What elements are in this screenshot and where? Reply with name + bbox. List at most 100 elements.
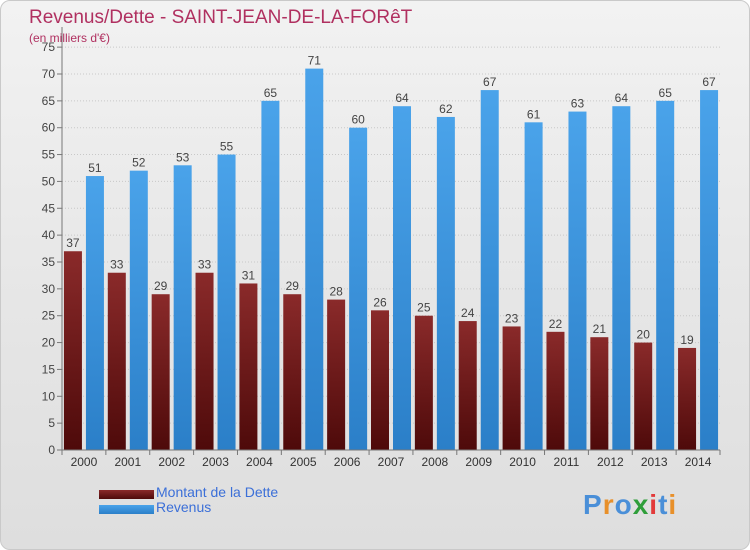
- legend-swatch-dette: [99, 490, 154, 499]
- data-label-revenus: 67: [483, 75, 497, 89]
- x-tick-label: 2010: [509, 455, 536, 469]
- bar-dette: [590, 337, 609, 450]
- y-tick-label: 5: [48, 416, 55, 430]
- y-tick-label: 50: [42, 174, 56, 188]
- chart-subtitle: (en milliers d'€): [29, 31, 110, 45]
- data-label-revenus: 63: [571, 97, 585, 111]
- bar-dette: [502, 326, 521, 450]
- bar-revenus: [524, 122, 543, 451]
- y-tick-label: 20: [42, 336, 56, 350]
- bar-dette: [634, 342, 653, 450]
- data-label-revenus: 53: [176, 150, 190, 164]
- data-label-revenus: 67: [702, 75, 716, 89]
- data-label-dette: 33: [198, 258, 212, 272]
- data-label-revenus: 60: [351, 113, 365, 127]
- logo-letter: o: [614, 489, 633, 520]
- bar-revenus: [700, 90, 719, 450]
- bar-revenus: [568, 111, 587, 451]
- data-label-dette: 26: [373, 295, 387, 309]
- bar-revenus: [480, 90, 499, 450]
- bar-dette: [371, 310, 389, 450]
- data-label-dette: 28: [329, 285, 343, 299]
- data-label-dette: 24: [461, 306, 475, 320]
- x-tick-label: 2001: [114, 455, 141, 469]
- x-tick-label: 2003: [202, 455, 229, 469]
- data-label-revenus: 64: [395, 91, 409, 105]
- data-label-dette: 25: [417, 301, 431, 315]
- x-tick-label: 2014: [685, 455, 712, 469]
- bar-revenus: [173, 165, 192, 451]
- bar-dette: [151, 294, 170, 450]
- label-layer: 37 51 33 52 29 53 33 55 31 65 29 71 28 60 26 64 25 62 24 67…: [66, 54, 716, 347]
- bar-revenus: [349, 127, 368, 450]
- bar-revenus: [656, 100, 675, 450]
- logo-letter: i: [668, 489, 678, 520]
- x-tick-label: 2005: [290, 455, 317, 469]
- data-label-dette: 22: [549, 317, 563, 331]
- bar-revenus: [85, 176, 104, 451]
- bar-dette: [63, 251, 82, 450]
- y-tick-label: 25: [42, 309, 56, 323]
- proxiti-logo: Proxiti: [583, 489, 677, 521]
- data-label-revenus: 65: [659, 86, 673, 100]
- data-label-revenus: 64: [615, 91, 629, 105]
- data-label-dette: 37: [66, 236, 80, 250]
- data-label-dette: 21: [593, 322, 607, 336]
- chart-title: Revenus/Dette - SAINT-JEAN-DE-LA-FORêT: [29, 7, 413, 28]
- x-tick-label: 2000: [71, 455, 98, 469]
- bar-revenus: [305, 68, 324, 450]
- logo-letter: r: [602, 489, 615, 520]
- logo-letter: i: [649, 489, 659, 520]
- x-tick-label: 2004: [246, 455, 273, 469]
- logo-letter: t: [658, 489, 669, 520]
- x-tick-label: 2009: [465, 455, 492, 469]
- axis-layer: 0 5 10 15 20 25 30 35 40 45 50 55 60 65 70 75 2000 2001 20…: [42, 27, 721, 469]
- bar-revenus: [436, 116, 455, 450]
- data-label-revenus: 52: [132, 156, 146, 170]
- data-label-revenus: 51: [88, 161, 102, 175]
- bar-dette: [458, 321, 477, 450]
- data-label-revenus: 62: [439, 102, 453, 116]
- y-tick-label: 10: [42, 389, 56, 403]
- x-tick-label: 2008: [422, 455, 449, 469]
- x-tick-label: 2006: [334, 455, 361, 469]
- bar-dette: [195, 272, 214, 450]
- logo-letter: P: [583, 489, 603, 520]
- x-tick-label: 2013: [641, 455, 668, 469]
- data-label-revenus: 71: [308, 54, 322, 68]
- x-tick-label: 2012: [597, 455, 624, 469]
- x-tick-label: 2002: [158, 455, 185, 469]
- data-label-dette: 19: [680, 333, 694, 347]
- x-tick-label: 2007: [378, 455, 405, 469]
- bar-dette: [327, 299, 346, 450]
- bar-dette: [678, 347, 697, 450]
- data-label-revenus: 65: [264, 86, 278, 100]
- y-tick-label: 55: [42, 148, 56, 162]
- legend-swatch-revenus: [99, 505, 154, 514]
- bar-revenus: [261, 100, 280, 450]
- bar-dette: [283, 294, 302, 450]
- y-tick-label: 40: [42, 228, 56, 242]
- data-label-dette: 20: [637, 328, 651, 342]
- y-tick-label: 45: [42, 201, 56, 215]
- data-label-dette: 33: [110, 258, 124, 272]
- bar-dette: [414, 315, 433, 450]
- y-tick-label: 65: [42, 94, 56, 108]
- x-tick-label: 2011: [554, 455, 580, 469]
- y-tick-label: 70: [42, 67, 56, 81]
- bar-dette: [239, 283, 258, 450]
- bar-revenus: [129, 170, 148, 450]
- logo-letter: x: [632, 489, 650, 520]
- y-tick-label: 60: [42, 121, 56, 135]
- legend-label-dette: Montant de la Dette: [156, 484, 279, 500]
- bar-revenus: [393, 106, 411, 450]
- y-tick-label: 75: [42, 40, 56, 54]
- data-label-revenus: 55: [220, 140, 234, 154]
- data-label-revenus: 61: [527, 107, 541, 121]
- bar-revenus: [217, 154, 236, 451]
- bar-dette: [546, 331, 565, 450]
- legend-label-revenus: Revenus: [156, 499, 212, 515]
- data-label-dette: 23: [505, 311, 519, 325]
- bar-dette: [107, 272, 126, 450]
